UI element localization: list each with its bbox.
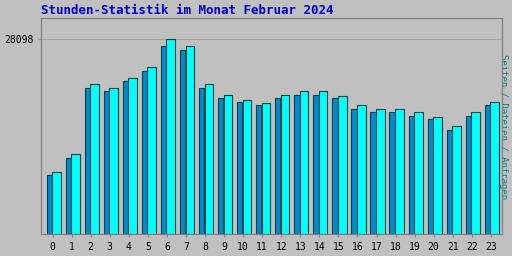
Bar <box>103 91 109 234</box>
Bar <box>357 105 366 234</box>
Bar <box>294 95 300 234</box>
Bar <box>47 175 52 234</box>
Bar <box>390 112 395 234</box>
Bar <box>313 95 318 234</box>
Bar <box>147 67 156 234</box>
Bar <box>123 81 128 234</box>
Bar <box>243 101 251 234</box>
Bar <box>52 172 61 234</box>
Bar <box>428 119 433 234</box>
Bar <box>275 98 281 234</box>
Bar <box>256 105 262 234</box>
Bar <box>224 95 232 234</box>
Bar <box>142 71 147 234</box>
Bar <box>338 96 347 234</box>
Bar <box>185 46 194 234</box>
Bar <box>472 112 480 234</box>
Bar <box>84 88 90 234</box>
Bar <box>490 102 499 234</box>
Bar <box>237 102 242 234</box>
Bar <box>485 105 490 234</box>
Bar <box>281 95 289 234</box>
Bar <box>66 158 71 234</box>
Bar <box>319 91 328 234</box>
Bar <box>332 98 337 234</box>
Bar <box>262 103 270 234</box>
Bar <box>300 91 308 234</box>
Bar <box>395 109 403 234</box>
Bar <box>452 126 461 234</box>
Bar <box>180 50 185 234</box>
Bar <box>129 78 137 234</box>
Bar <box>205 84 213 234</box>
Bar <box>466 116 471 234</box>
Bar <box>109 88 118 234</box>
Bar <box>433 117 442 234</box>
Bar <box>370 112 376 234</box>
Bar <box>161 46 166 234</box>
Bar <box>166 39 175 234</box>
Bar <box>218 98 223 234</box>
Bar <box>90 84 99 234</box>
Bar <box>446 130 452 234</box>
Bar <box>71 154 80 234</box>
Bar <box>199 88 204 234</box>
Text: Stunden-Statistik im Monat Februar 2024: Stunden-Statistik im Monat Februar 2024 <box>41 4 334 17</box>
Bar <box>414 112 423 234</box>
Y-axis label: Seiten / Dateien / Anfragen: Seiten / Dateien / Anfragen <box>499 54 508 199</box>
Bar <box>351 109 357 234</box>
Bar <box>409 116 414 234</box>
Bar <box>376 109 385 234</box>
